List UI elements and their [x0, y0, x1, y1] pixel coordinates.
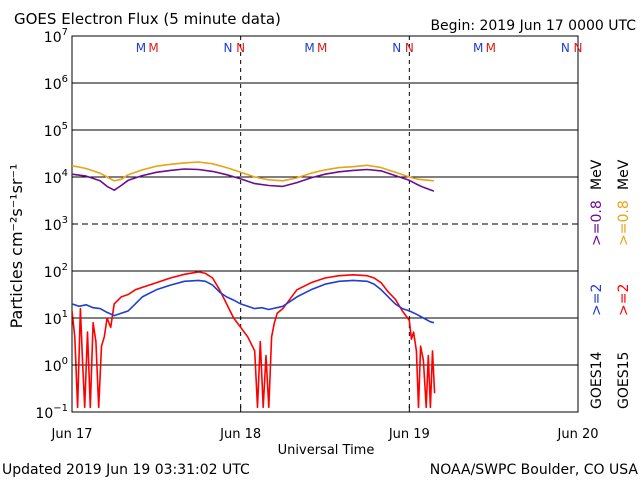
noon-marker: N: [224, 41, 233, 55]
x-tick-label: Jun 18: [219, 427, 261, 442]
legend-goes14-label: GOES14: [589, 351, 605, 409]
y-tick-label: 105: [44, 121, 68, 140]
legend-goes15: GOES15: [616, 352, 632, 409]
midnight-marker: M: [317, 41, 327, 55]
legend-goes15-2mev: >=2: [616, 284, 632, 316]
legend-goes15-2mev-label: >=2: [616, 284, 632, 316]
noon-marker: N: [392, 41, 401, 55]
y-tick-label: 102: [44, 262, 68, 281]
y-axis-label: Particles cm⁻²s⁻¹sr⁻¹: [7, 164, 26, 329]
legend-goes15-08mev-label: >=0.8: [616, 200, 632, 246]
midnight-marker: M: [473, 41, 483, 55]
series-line-goes14-2-mev: [72, 279, 435, 324]
day-dividers: [240, 36, 410, 412]
y-tick-label: 106: [44, 74, 68, 93]
midnight-marker: M: [136, 41, 146, 55]
noon-marker: N: [561, 41, 570, 55]
source-credit: NOAA/SWPC Boulder, CO USA: [430, 462, 639, 478]
noon-marker: N: [236, 41, 245, 55]
legend-goes14-08mev-label: >=0.8: [589, 200, 605, 246]
y-tick-label: 10−1: [35, 403, 68, 422]
legend-unit-2: MeV: [616, 159, 632, 190]
legend-unit-label-2: MeV: [616, 159, 632, 190]
y-tick-label: 107: [44, 27, 68, 46]
gridlines: [72, 82, 578, 366]
updated-timestamp: Updated 2019 Jun 19 03:31:02 UTC: [2, 462, 250, 478]
legend-goes15-label: GOES15: [616, 352, 632, 409]
x-axis-label: Universal Time: [278, 443, 375, 458]
legend-goes14-2mev: >=2: [589, 284, 605, 316]
x-tick-label: Jun 20: [557, 427, 599, 442]
legend-goes15-08mev: >=0.8: [616, 200, 632, 246]
y-tick-label: 104: [44, 168, 68, 187]
legend-unit-1: MeV: [589, 159, 605, 190]
midnight-marker: M: [148, 41, 158, 55]
series-layer: [72, 161, 436, 409]
x-ticks: Jun 17 Jun 18 Jun 19 Jun 20: [51, 406, 599, 442]
noon-marker: N: [405, 41, 414, 55]
legend-goes14-2mev-label: >=2: [589, 284, 605, 316]
legend-unit-label-1: MeV: [589, 159, 605, 190]
x-tick-label: Jun 19: [388, 427, 430, 442]
chart-title: GOES Electron Flux (5 minute data): [14, 10, 281, 28]
begin-time-label: Begin: 2019 Jun 17 0000 UTC: [430, 18, 636, 34]
series-line-goes15-0-8-mev: [72, 161, 434, 182]
midnight-marker: M: [304, 41, 314, 55]
noon-marker: N: [574, 41, 583, 55]
series-line-goes14-0-8-mev: [72, 168, 435, 192]
legend-goes14-08mev: >=0.8: [589, 200, 605, 246]
y-tick-label: 101: [44, 309, 68, 328]
y-tick-label: 100: [44, 356, 68, 375]
y-tick-label: 103: [44, 215, 68, 234]
y-ticks: 10−1 100 101 102 103 104 105 106 107: [35, 27, 578, 422]
legend-goes14: GOES14: [589, 351, 605, 409]
x-tick-label: Jun 17: [51, 427, 93, 442]
midnight-marker: M: [486, 41, 496, 55]
series-line-goes15-2-mev: [72, 271, 436, 409]
